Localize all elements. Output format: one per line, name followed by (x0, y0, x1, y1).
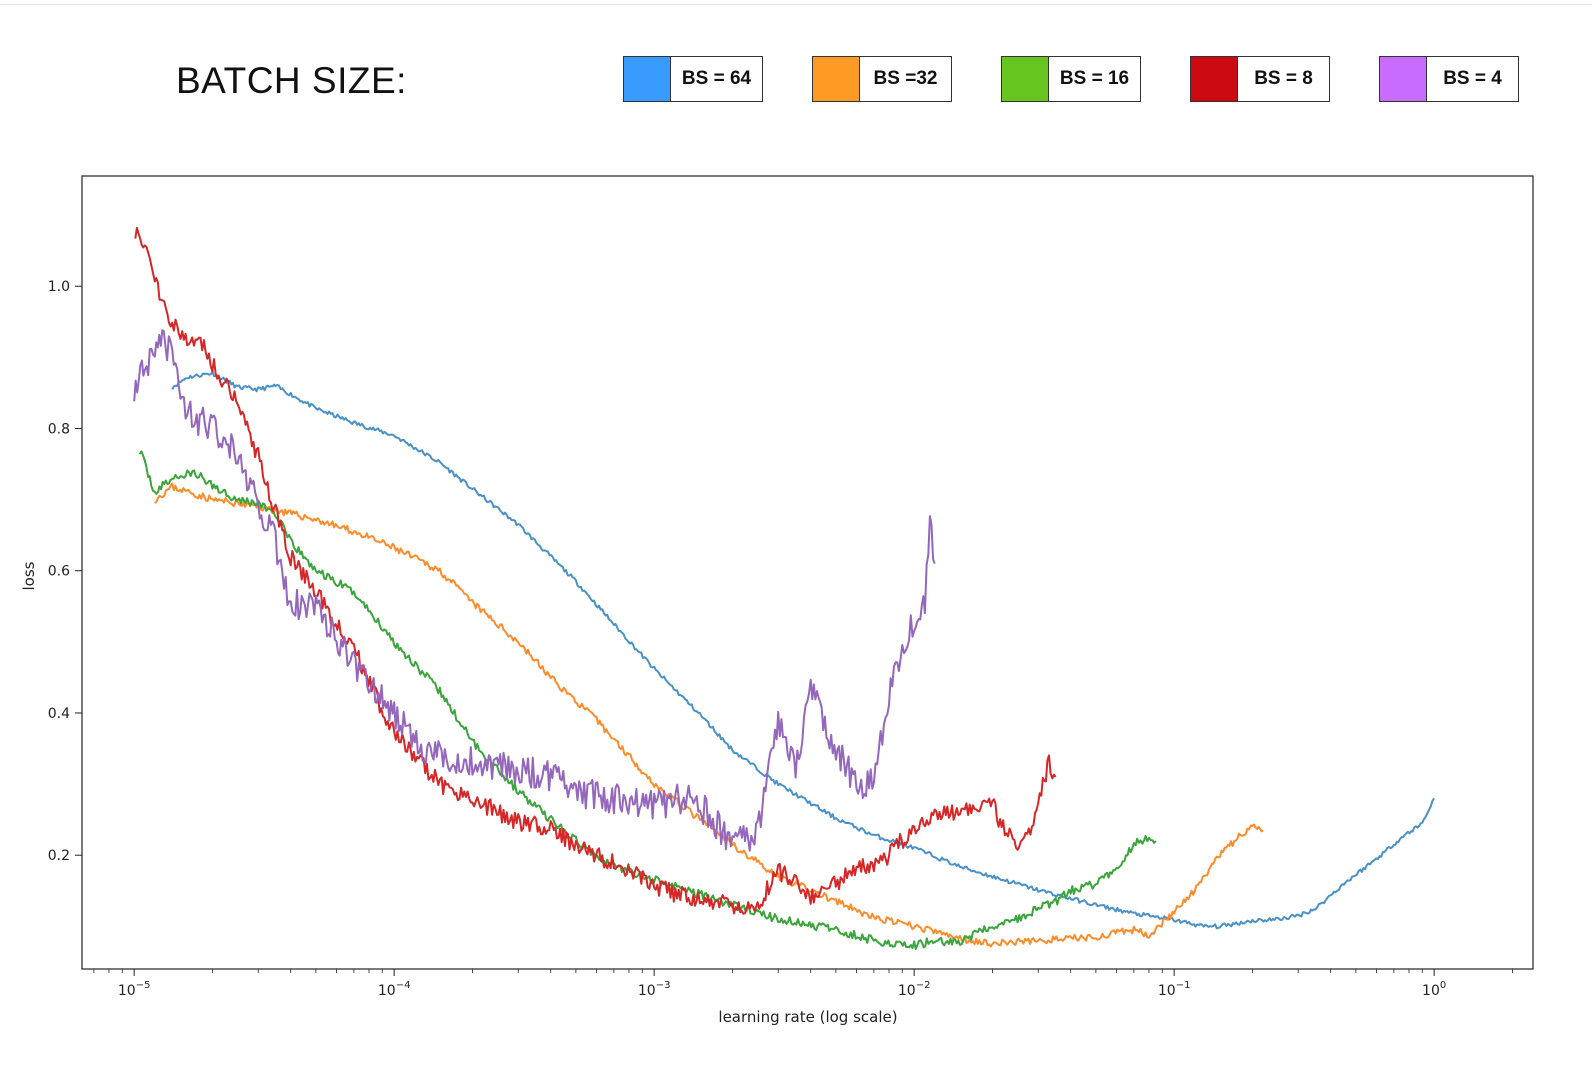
legend-item-bs-64: BS = 64 (623, 56, 763, 102)
series-line-1 (154, 482, 1264, 948)
legend-item-bs-16: BS = 16 (1001, 56, 1141, 102)
y-tick-label: 1.0 (48, 279, 70, 295)
x-tick-label: 10−2 (898, 980, 931, 999)
series-line-3 (134, 226, 1057, 915)
legend-label: BS = 64 (681, 68, 752, 89)
x-tick-label: 10−5 (118, 980, 151, 999)
legend-swatch (1002, 57, 1049, 101)
legend-label: BS = 16 (1059, 68, 1130, 89)
x-tick-label: 10−3 (638, 980, 671, 999)
legend-label: BS = 4 (1443, 68, 1502, 89)
legend-label: BS =32 (873, 68, 938, 89)
legend-item-bs-32: BS =32 (812, 56, 952, 102)
legend-item-bs-4: BS = 4 (1379, 56, 1519, 102)
x-axis-label: learning rate (log scale) (718, 1008, 897, 1026)
axis-ticks: 10−5 10−4 10−3 10−2 10−1 100 0.2 0.4 0.6 0.8 1.0 (48, 279, 1513, 999)
legend-title: BATCH SIZE: (176, 60, 407, 101)
series-line-2 (138, 450, 1157, 950)
y-tick-label: 0.6 (48, 564, 70, 580)
legend-label: BS = 8 (1254, 68, 1313, 89)
legend-item-bs-8: BS = 8 (1190, 56, 1330, 102)
x-tick-label: 10−4 (378, 980, 411, 999)
legend-swatch (813, 57, 860, 101)
legend-swatch (624, 57, 671, 101)
legend-swatch (1191, 57, 1238, 101)
plot-frame (81, 175, 1534, 970)
y-tick-label: 0.8 (48, 421, 70, 437)
x-tick-label: 100 (1422, 980, 1446, 999)
series-line-4 (133, 329, 936, 852)
top-divider (0, 4, 1592, 5)
series-lines (133, 226, 1435, 950)
legend-swatch (1380, 57, 1427, 101)
series-line-0 (171, 370, 1435, 930)
y-tick-label: 0.4 (48, 706, 70, 722)
x-tick-label: 10−1 (1158, 980, 1191, 999)
y-axis-label: loss (20, 561, 38, 590)
y-tick-label: 0.2 (48, 848, 70, 864)
